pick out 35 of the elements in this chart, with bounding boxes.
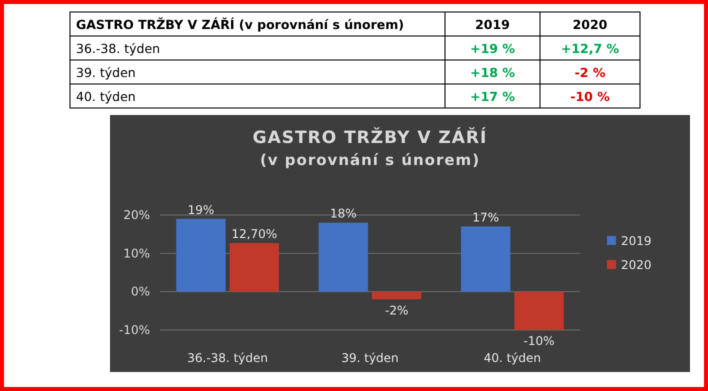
bar [514, 292, 564, 330]
data-label: +17 % [470, 89, 516, 104]
y-tick-label: 0% [130, 284, 150, 299]
category-label: 40. týden [76, 89, 136, 104]
y-tick-label: -10% [118, 323, 150, 337]
category-label: 36.-38. týden [76, 41, 160, 56]
category-label: 39. týden [76, 65, 136, 80]
bar [230, 242, 280, 292]
text: 2020 [572, 17, 608, 32]
bar [460, 226, 510, 292]
legend-label: 2020 [621, 258, 652, 272]
data-label: +12,7 % [560, 41, 620, 56]
x-tick-label: 39. týden [341, 351, 399, 365]
data-label: -10 % [570, 89, 610, 104]
bar [372, 292, 422, 300]
data-label: +18 % [470, 65, 516, 80]
data-label: +19 % [470, 41, 516, 56]
data-label: 17% [472, 210, 500, 224]
data-label: -10% [524, 334, 555, 348]
data-label: 19% [188, 202, 214, 217]
chart-title: GASTRO TRŽBY V ZÁŘÍ [252, 127, 488, 148]
data-label: -2% [385, 303, 408, 318]
y-tick-label: 20% [123, 208, 150, 222]
x-tick-label: 36.-38. týden [187, 351, 268, 365]
chart-subtitle: (v porovnání s únorem) [260, 151, 480, 169]
x-tick-label: 40. týden [484, 351, 542, 365]
data-label: -2 % [574, 65, 606, 80]
data-label: 18% [330, 206, 357, 221]
data-label: 12,70% [231, 226, 278, 241]
legend-label: 2019 [621, 234, 652, 248]
text: 2019 [475, 17, 510, 32]
bar [176, 218, 226, 292]
y-tick-label: 10% [123, 246, 150, 260]
bar [318, 222, 368, 292]
text: GASTRO TRŽBY V ZÁŘÍ (v porovnání s únorem) [76, 17, 404, 32]
